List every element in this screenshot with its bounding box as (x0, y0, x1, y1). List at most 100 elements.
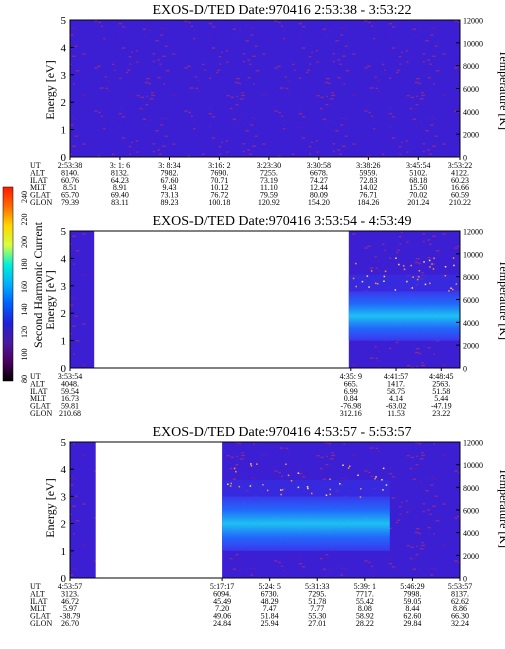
orbit-cell: 7690. (210, 168, 228, 177)
panel-2-title: EXOS-D/TED Date:970416 3:53:54 - 4:53:49 (153, 214, 412, 229)
orbit-cell: 24.84 (213, 619, 231, 628)
orbit-cell: 5:31:33 (305, 582, 329, 591)
data-segment (70, 20, 460, 157)
orbit-cell: 12.44 (310, 183, 328, 192)
orbit-cell: 184.26 (357, 198, 379, 207)
temperature-point (262, 484, 264, 486)
orbit-cell: 67.60 (160, 176, 178, 185)
orbit-cell: 4.14 (389, 394, 403, 403)
temperature-point (383, 275, 386, 278)
orbit-cell: 3:45:54 (406, 161, 430, 170)
temperature-point (235, 470, 237, 473)
temperature-point (347, 467, 350, 469)
orbit-cell: 51.78 (308, 597, 326, 606)
orbit-cell: 3: 8:34 (158, 161, 180, 170)
ytick-label: 1 (61, 125, 67, 137)
orbit-cell: 5:46:29 (400, 582, 424, 591)
y2tick-label: 10000 (463, 39, 483, 48)
orbit-cell: 3:30:58 (307, 161, 331, 170)
colorbar-tick-label: 120 (20, 326, 29, 338)
orbit-cell: 16.73 (61, 394, 79, 403)
orbit-cell: 10.12 (210, 183, 228, 192)
y2tick-label: 12000 (463, 17, 483, 26)
orbit-row-label: ILAT (30, 387, 47, 396)
orbit-row-label: MLT (30, 183, 46, 192)
temperature-point (412, 276, 414, 278)
temperature-point (382, 489, 384, 491)
orbit-cell: 0.84 (344, 394, 358, 403)
y2tick-label: 8000 (463, 62, 479, 71)
y2tick-label: 0 (463, 365, 467, 374)
y2tick-label: 10000 (463, 250, 483, 259)
y2tick-label: 4000 (463, 529, 479, 538)
temperature-point (339, 483, 341, 485)
ytick-label: 5 (61, 226, 67, 238)
temperature-point (366, 275, 369, 277)
colorbar-tick-label: 240 (20, 191, 29, 203)
y2tick-label: 12000 (463, 439, 483, 448)
orbit-cell: 66.30 (451, 612, 469, 621)
orbit-cell: 60.23 (451, 176, 469, 185)
ytick-label: 5 (61, 15, 67, 27)
orbit-cell: 7982. (160, 168, 178, 177)
temperature-point (374, 477, 376, 480)
orbit-cell: 1417. (387, 379, 405, 388)
ytick-label: 0 (61, 573, 67, 585)
orbit-cell: 3:16: 2 (208, 161, 230, 170)
orbit-row-label: GLAT (30, 612, 51, 621)
orbit-cell: 73.19 (260, 176, 278, 185)
orbit-cell: 80.09 (310, 191, 328, 200)
temperature-point (329, 478, 331, 480)
orbit-cell: 69.40 (111, 191, 129, 200)
temperature-point (375, 476, 377, 478)
orbit-cell: -63.02 (386, 402, 407, 411)
ytick-label: 0 (61, 152, 67, 164)
orbit-cell: 3:53:54 (58, 372, 82, 381)
orbit-cell: 11.10 (260, 183, 278, 192)
temperature-point (385, 484, 388, 486)
temperature-point (280, 493, 282, 496)
orbit-row-label: GLON (30, 619, 52, 628)
orbit-cell: 14.02 (359, 183, 377, 192)
orbit-cell: 8.08 (358, 604, 372, 613)
orbit-cell: 2:53:38 (58, 161, 82, 170)
panel-3-ylabel: Energy [eV] (43, 478, 57, 537)
orbit-cell: 5102. (409, 168, 427, 177)
temperature-point (428, 259, 431, 262)
colorbar-tick-label: 100 (20, 349, 29, 361)
temperature-point (357, 474, 359, 476)
orbit-cell: 6678. (310, 168, 328, 177)
y2tick-label: 4000 (463, 319, 479, 328)
orbit-cell: 70.71 (210, 176, 228, 185)
temperature-point (290, 480, 293, 482)
orbit-cell: 62.62 (451, 597, 469, 606)
orbit-row-label: UT (30, 582, 41, 591)
temperature-point (233, 467, 236, 470)
orbit-row-label: ALT (30, 168, 45, 177)
orbit-cell: 312.16 (340, 409, 362, 418)
panel-1-y2label: Temperature [K] (497, 50, 505, 130)
orbit-cell: 7.47 (263, 604, 277, 613)
panel-3-title: EXOS-D/TED Date:970416 4:53:57 - 5:53:57 (153, 425, 412, 440)
temperature-point (423, 261, 425, 263)
y2tick-label: 2000 (463, 131, 479, 140)
orbit-cell: 5959. (359, 168, 377, 177)
orbit-row-label: ILAT (30, 176, 47, 185)
temperature-point (297, 472, 300, 474)
temperature-point (287, 474, 290, 477)
orbit-row-label: ALT (30, 589, 45, 598)
panel-3: EXOS-D/TED Date:970416 4:53:57 - 5:53:57… (30, 425, 505, 628)
temperature-point (406, 280, 408, 283)
orbit-cell: 58.75 (387, 387, 405, 396)
temperature-point (429, 266, 431, 268)
orbit-cell: 62.60 (403, 612, 421, 621)
temperature-point (368, 286, 370, 288)
colorbar-tick-label: 140 (20, 304, 29, 316)
orbit-cell: 60.59 (451, 191, 469, 200)
temperature-point (410, 264, 412, 267)
orbit-cell: 60.76 (61, 176, 79, 185)
temperature-point (285, 463, 287, 465)
y2tick-label: 0 (463, 575, 467, 584)
orbit-cell: 45.49 (213, 597, 231, 606)
orbit-cell: 65.70 (61, 191, 79, 200)
